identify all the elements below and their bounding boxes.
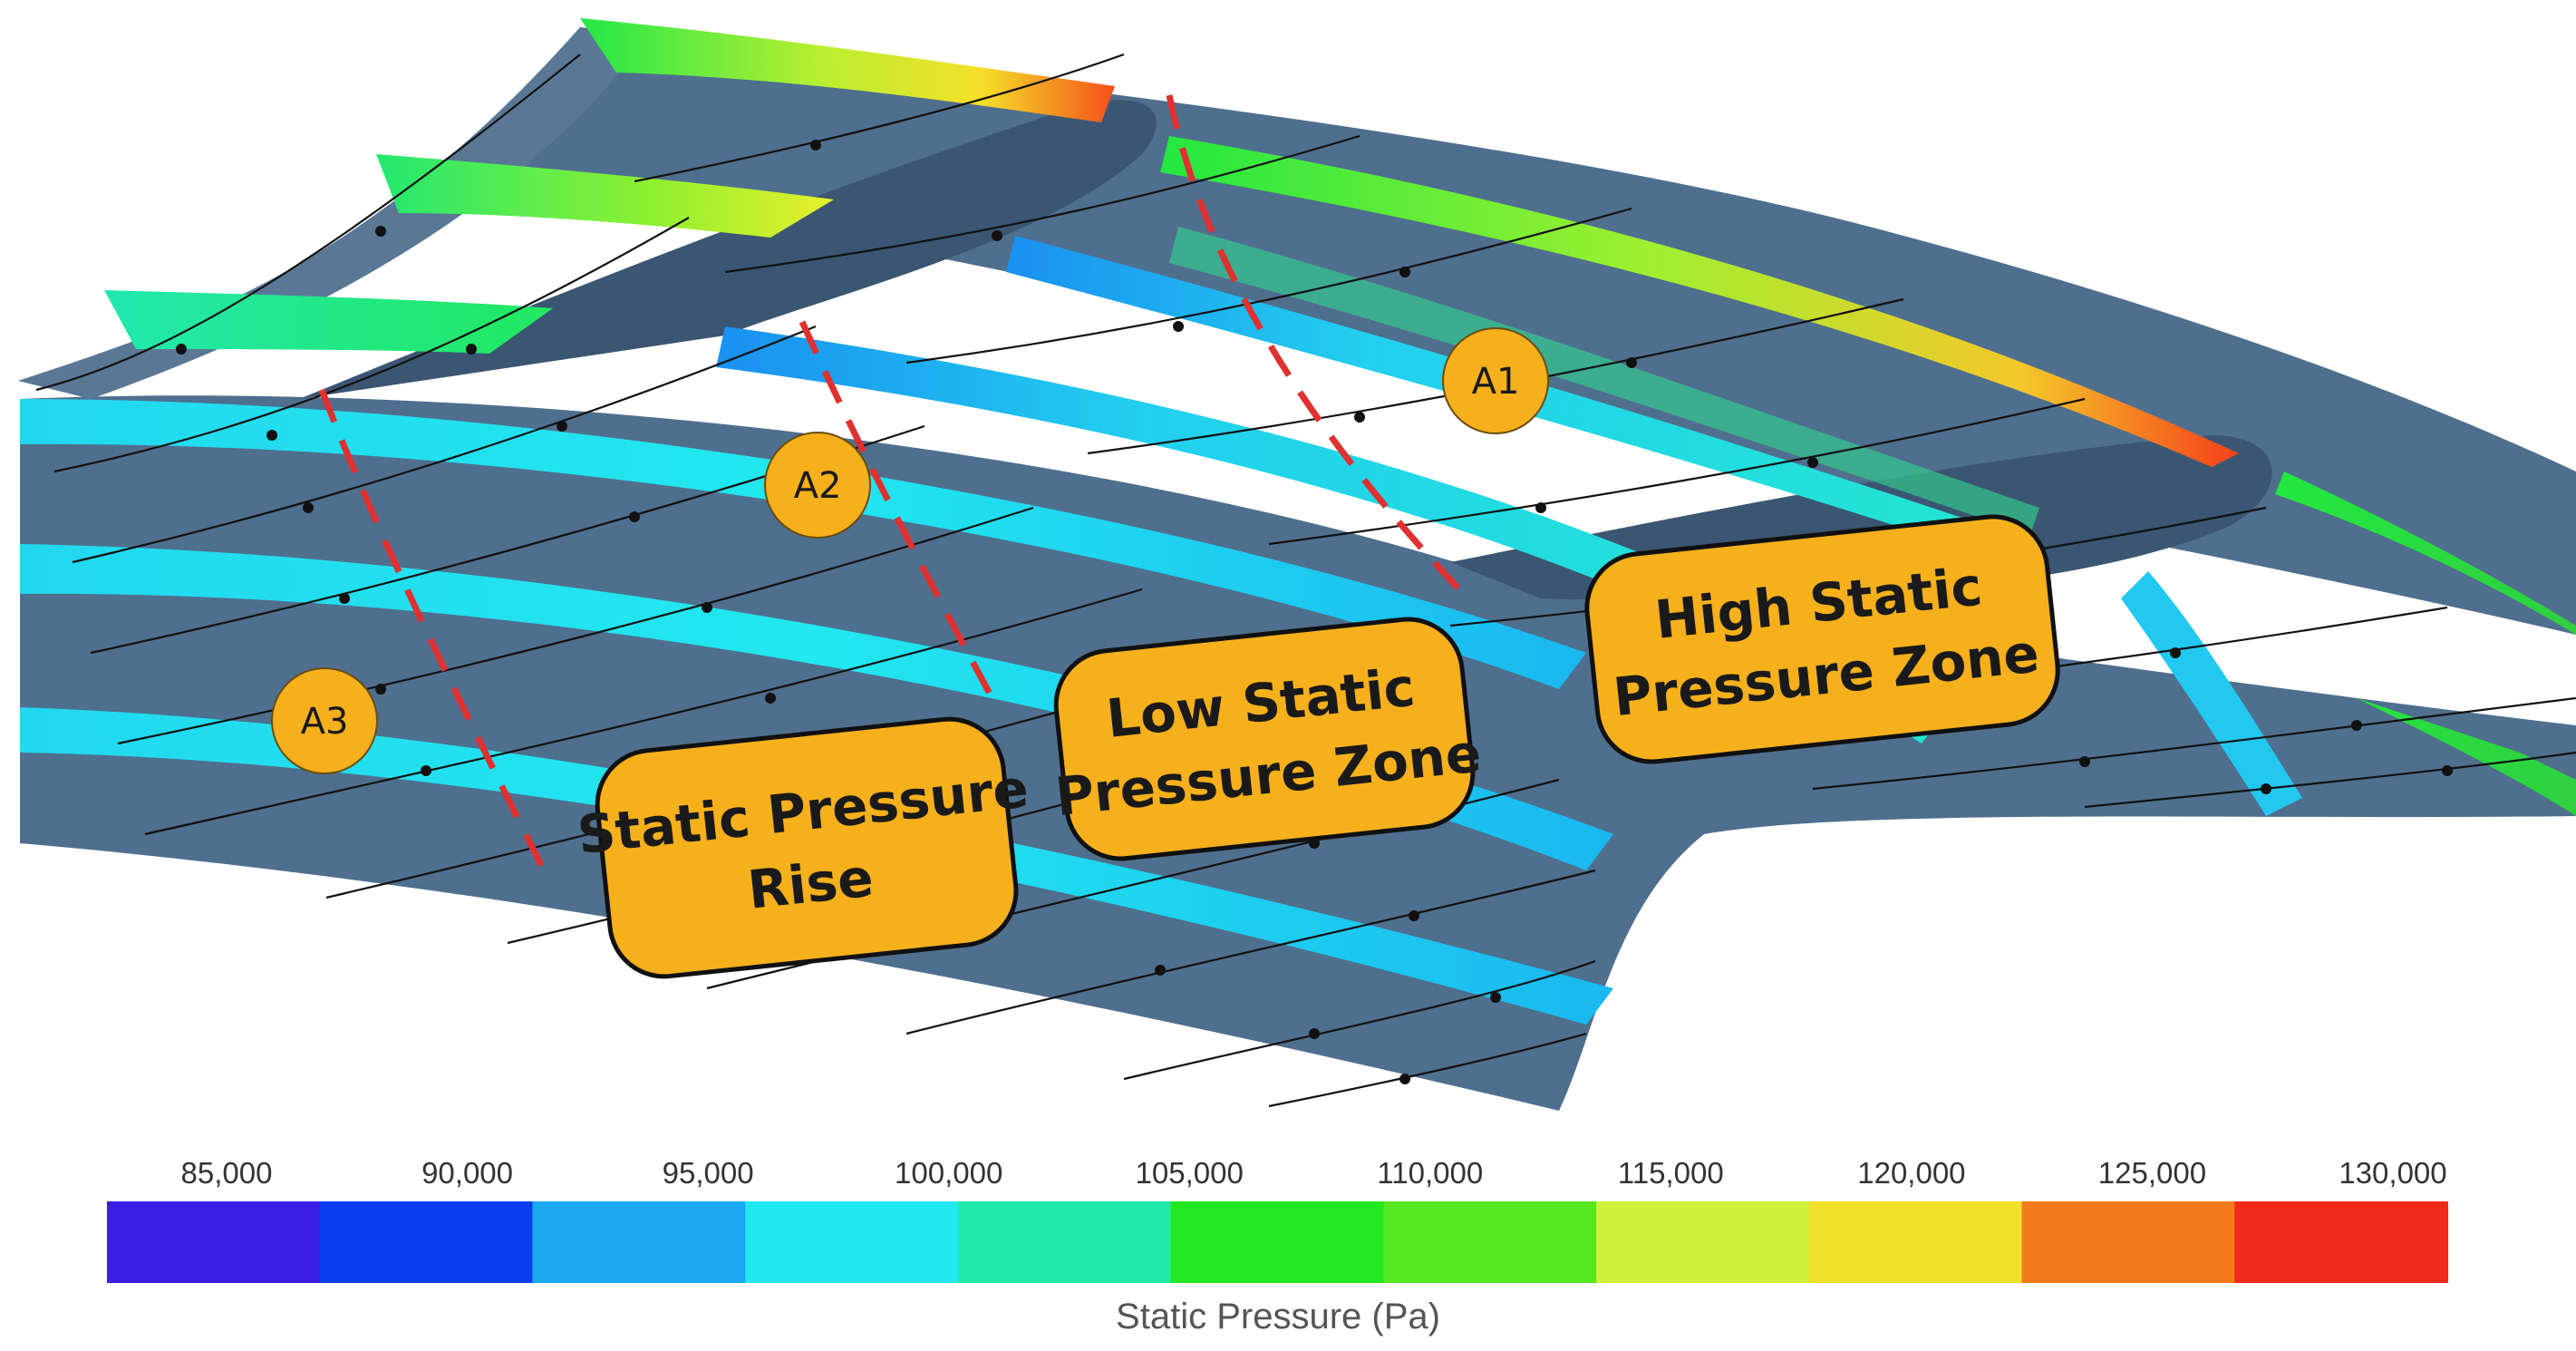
marker-a1-label: A1 [1472, 361, 1520, 403]
strip-a1 [1169, 227, 2039, 535]
dashed-line-a2 [799, 320, 1001, 709]
callout-pressure-rise: Static Pressure Rise [575, 716, 1031, 979]
marker-a3-label: A3 [301, 701, 349, 743]
colorbar-segment [2021, 1201, 2236, 1283]
colorbar-segment [1808, 1201, 2023, 1283]
marker-a1: A1 [1442, 327, 1549, 434]
callout-rise-line2: Rise [745, 847, 876, 921]
colorbar-tick-labels: 85,000 90,000 95,000 100,000 105,000 110,000 1… [181, 1156, 2447, 1190]
strip-upper-right [1160, 136, 2239, 467]
strip-right-edge [2275, 471, 2576, 816]
marker-a3: A3 [271, 667, 378, 774]
colorbar-tick-label: 85,000 [181, 1156, 273, 1190]
left-upper-patch [18, 27, 634, 399]
colorbar-segment [107, 1201, 321, 1283]
colorbar-segment [319, 1201, 534, 1283]
strip-cyan-3 [20, 707, 1613, 1025]
colorbar-segment [2234, 1201, 2448, 1283]
colorbar-tick-label: 120,000 [1857, 1156, 1965, 1190]
colorbar-segment [532, 1201, 747, 1283]
colorbar-segment [1383, 1201, 1598, 1283]
colorbar-segment [1170, 1201, 1385, 1283]
strip-right-blue [2121, 571, 2302, 816]
colorbar-title: Static Pressure (Pa) [1116, 1297, 1440, 1336]
colorbar-tick-label: 110,000 [1377, 1156, 1483, 1190]
marker-a2-label: A2 [794, 465, 842, 507]
strip-second [376, 154, 834, 238]
colorbar-segment [745, 1201, 959, 1283]
dashed-lines [318, 94, 1462, 872]
dashed-line-a1 [1166, 94, 1462, 592]
colorbar-tick-label: 125,000 [2098, 1156, 2206, 1190]
colorbar-segments [107, 1201, 2448, 1283]
callout-high-static: High Static Pressure Zone [1584, 514, 2060, 764]
colorbar-segment [957, 1201, 1172, 1283]
callout-low-static: Low Static Pressure Zone [1052, 617, 1484, 861]
colorbar: 85,000 90,000 95,000 100,000 105,000 110,000 1… [107, 1156, 2448, 1336]
colorbar-segment [1596, 1201, 1810, 1283]
strip-third [104, 290, 553, 354]
colorbar-tick-label: 90,000 [421, 1156, 513, 1190]
colorbar-tick-label: 105,000 [1136, 1156, 1244, 1190]
colorbar-tick-label: 95,000 [663, 1156, 754, 1190]
strip-cyan-1 [20, 399, 1586, 689]
strip-top [580, 18, 1115, 122]
dashed-line-a3 [318, 388, 547, 872]
strip-a2 [716, 326, 1949, 744]
strip-cyan-2 [20, 544, 1613, 870]
marker-a2: A2 [764, 432, 871, 539]
colorbar-tick-label: 100,000 [895, 1156, 1002, 1190]
colorbar-tick-label: 115,000 [1618, 1156, 1724, 1190]
colorbar-tick-label: 130,000 [2339, 1156, 2446, 1190]
